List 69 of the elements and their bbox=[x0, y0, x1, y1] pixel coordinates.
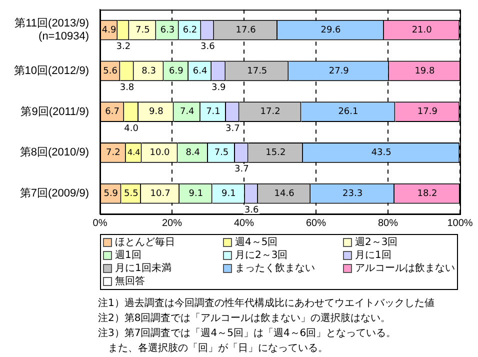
data-label: 6.9 bbox=[168, 66, 184, 76]
text: 注2）第8回調査では「アルコールは飲まない」の選択肢はない。 bbox=[98, 313, 391, 324]
data-label: 7.1 bbox=[206, 107, 220, 118]
data-label: 5.6 bbox=[103, 66, 118, 76]
text: 注1）過去調査は今回調査の性年代構成比にあわせてウエイトバックした値 bbox=[98, 298, 434, 309]
y-tick-label: 第7回(2009/9) bbox=[20, 188, 89, 200]
x-tick-label: 0% bbox=[92, 218, 108, 229]
data-label: 9.1 bbox=[188, 188, 204, 199]
x-tick-label: 80% bbox=[378, 218, 398, 229]
data-label: 21.0 bbox=[412, 25, 432, 36]
data-label: 17.9 bbox=[417, 107, 438, 118]
data-label: 14.6 bbox=[274, 188, 295, 199]
legend-label: 月に1回未満 bbox=[114, 262, 172, 275]
y-tick-label: 第9回(2011/9) bbox=[20, 106, 89, 118]
legend-label: ほとんど毎日 bbox=[114, 236, 176, 249]
data-label: 8.3 bbox=[142, 66, 156, 76]
data-label: 17.2 bbox=[260, 107, 280, 118]
data-label: 9.8 bbox=[148, 107, 164, 118]
data-label: 6.3 bbox=[160, 25, 175, 36]
data-label: 19.8 bbox=[414, 66, 436, 76]
text: また、各選択肢の「回」が「日」になっている。 bbox=[108, 343, 328, 354]
data-label: 18.2 bbox=[417, 188, 438, 199]
data-label: 7.4 bbox=[180, 107, 195, 118]
data-label: 3.7 bbox=[225, 124, 240, 134]
data-label: 3.8 bbox=[120, 82, 134, 93]
data-label: 23.3 bbox=[342, 188, 363, 199]
data-label: 3.2 bbox=[116, 42, 131, 52]
x-tick-label: 40% bbox=[234, 218, 254, 229]
legend-label: 週4～5回 bbox=[234, 236, 279, 249]
legend-label: 月に2～3回 bbox=[234, 249, 289, 262]
data-label: 7.5 bbox=[135, 25, 150, 36]
data-label: 4.4 bbox=[127, 148, 140, 157]
data-label: 29.6 bbox=[320, 25, 342, 36]
legend-label: アルコールは飲まない bbox=[354, 262, 456, 275]
data-label: 4.9 bbox=[102, 25, 116, 36]
data-label: 15.2 bbox=[266, 148, 286, 158]
data-label: 3.9 bbox=[211, 82, 226, 93]
data-label: 3.6 bbox=[200, 42, 216, 52]
text: 注3）第7回調査では「週4～5回」は「週4～6回」となっている。 bbox=[98, 328, 396, 339]
data-label: 5.5 bbox=[124, 188, 138, 199]
legend-label: 無回答 bbox=[114, 275, 146, 288]
data-label: 3.7 bbox=[234, 164, 249, 175]
legend-label: 週1回 bbox=[114, 249, 142, 262]
x-tick-label: 100% bbox=[447, 218, 473, 229]
data-label: 8.4 bbox=[186, 148, 200, 158]
y-tick-label: 第10回(2012/9) bbox=[14, 64, 89, 77]
legend-label: まったく飲まない bbox=[234, 262, 316, 275]
y-tick-label: 第8回(2010/9) bbox=[20, 146, 89, 159]
data-label: 9.1 bbox=[222, 188, 236, 199]
data-label: 5.9 bbox=[104, 188, 118, 199]
y-tick-label: 第11回(2013/9) (n=10934) bbox=[14, 17, 89, 43]
data-label: 26.1 bbox=[338, 107, 358, 118]
data-label: 6.7 bbox=[105, 107, 120, 118]
data-label: 6.4 bbox=[192, 66, 208, 76]
data-label: 4.0 bbox=[124, 124, 139, 134]
data-label: 3.6 bbox=[244, 206, 259, 216]
data-label: 10.7 bbox=[150, 188, 170, 199]
legend-label: 週2～3回 bbox=[354, 236, 399, 249]
data-label: 17.6 bbox=[236, 25, 256, 36]
data-label: 6.2 bbox=[182, 25, 198, 36]
data-label: 7.2 bbox=[106, 148, 120, 158]
data-label: 17.5 bbox=[247, 66, 268, 76]
data-label: 10.0 bbox=[150, 148, 170, 158]
x-tick-label: 60% bbox=[306, 218, 326, 229]
legend-label: 月に1回 bbox=[354, 249, 392, 262]
data-label: 27.9 bbox=[328, 66, 350, 76]
data-label: 7.5 bbox=[214, 148, 229, 158]
x-tick-label: 20% bbox=[162, 218, 182, 229]
data-label: 43.5 bbox=[371, 148, 392, 158]
